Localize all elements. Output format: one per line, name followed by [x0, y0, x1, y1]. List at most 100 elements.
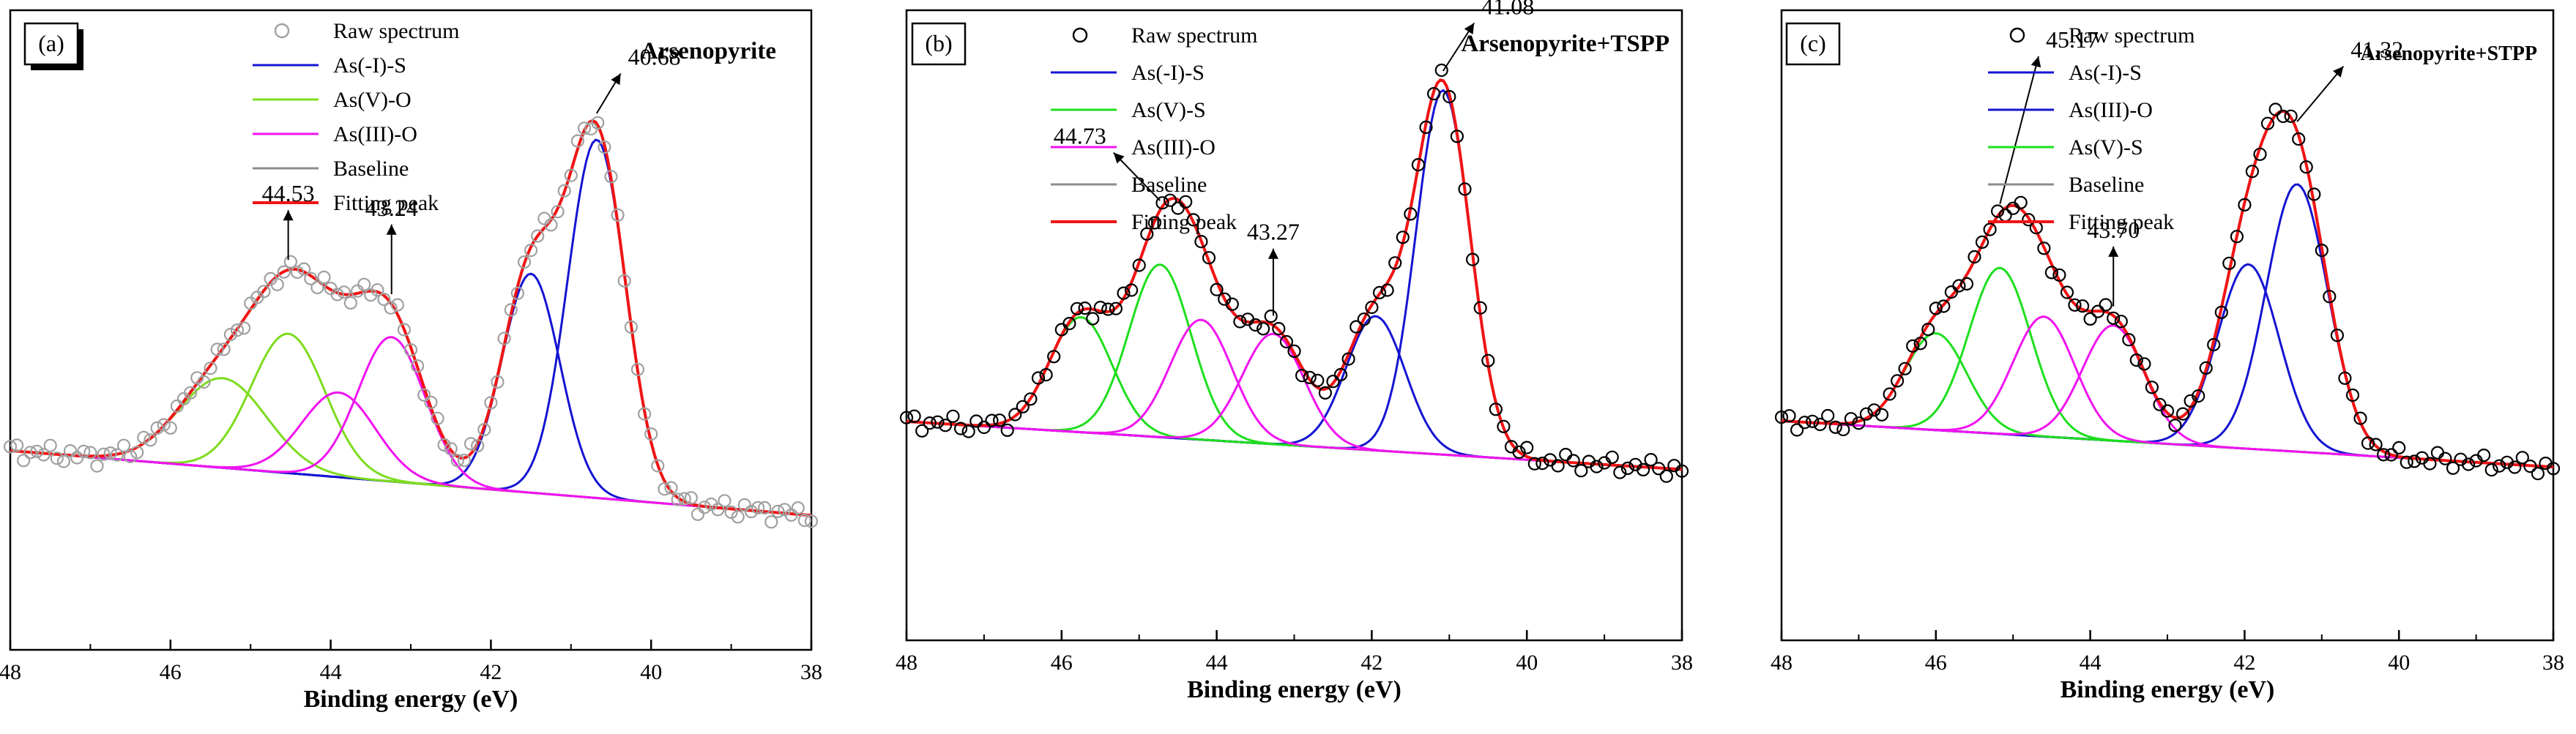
raw-spectrum-point	[2044, 266, 2058, 280]
x-tick-label: 44	[2080, 651, 2102, 675]
annotation-arrowhead	[1113, 152, 1125, 164]
raw-spectrum-point	[2323, 290, 2337, 304]
raw-spectrum-point	[223, 328, 237, 342]
raw-spectrum-point	[1101, 302, 1115, 316]
raw-spectrum-point	[2345, 388, 2360, 402]
raw-spectrum-point	[1782, 409, 1796, 423]
legend-entry-label: As(V)-O	[333, 88, 412, 112]
raw-spectrum-point	[644, 427, 658, 441]
raw-spectrum-point	[1929, 302, 1943, 315]
raw-spectrum-point	[371, 283, 384, 297]
raw-spectrum-point	[1798, 416, 1812, 430]
raw-spectrum-point	[2462, 457, 2476, 471]
raw-spectrum-point	[557, 184, 571, 198]
raw-spectrum-point	[604, 170, 618, 184]
raw-spectrum-point	[2438, 452, 2452, 465]
raw-spectrum-point	[2214, 305, 2228, 319]
raw-spectrum-point	[1295, 369, 1309, 383]
raw-spectrum-point	[103, 446, 117, 460]
raw-spectrum-point	[690, 507, 705, 521]
raw-spectrum-point	[1443, 90, 1456, 104]
raw-spectrum-point	[2129, 353, 2143, 367]
raw-spectrum-point	[2153, 397, 2167, 411]
raw-spectrum-point	[417, 388, 431, 402]
raw-spectrum-point	[961, 424, 975, 438]
raw-spectrum-point	[1372, 285, 1387, 299]
annotation-arrow-line	[1999, 56, 2039, 204]
raw-spectrum-point	[56, 454, 71, 468]
raw-spectrum-point	[1194, 235, 1208, 249]
raw-spectrum-point	[2546, 462, 2561, 476]
raw-spectrum-point	[310, 280, 324, 295]
raw-spectrum-point	[2307, 187, 2321, 201]
raw-spectrum-point	[1070, 302, 1084, 315]
raw-spectrum-point	[43, 438, 57, 452]
raw-spectrum-point	[77, 444, 91, 458]
x-tick-label: 48	[1771, 651, 1793, 675]
raw-spectrum-point	[797, 513, 812, 528]
raw-spectrum-point	[804, 514, 819, 528]
annotation-arrowhead	[2108, 246, 2119, 257]
raw-spectrum-point	[197, 375, 211, 389]
x-tick-label: 48	[0, 660, 21, 684]
panel-label-box	[23, 22, 79, 66]
raw-spectrum-point	[1388, 256, 1402, 270]
raw-spectrum-point	[664, 481, 678, 495]
raw-spectrum-point	[771, 504, 785, 519]
raw-spectrum-point	[357, 277, 371, 291]
raw-spectrum-point	[2068, 298, 2082, 312]
x-tick-label: 40	[640, 660, 662, 684]
raw-spectrum-point	[524, 244, 538, 258]
x-tick-label: 38	[800, 660, 822, 684]
raw-spectrum-point	[1473, 301, 1487, 315]
legend-entry-label: As(-I)-S	[2069, 61, 2142, 85]
raw-spectrum-point	[304, 271, 318, 285]
raw-spectrum-point	[2168, 419, 2182, 432]
raw-spectrum-point	[2083, 312, 2097, 326]
raw-spectrum-point	[1225, 297, 1239, 311]
peak-annotation-label: 43.27	[1247, 219, 1300, 245]
raw-spectrum-point	[1983, 222, 1997, 236]
raw-spectrum-point	[1000, 423, 1014, 438]
raw-spectrum-point	[1147, 216, 1162, 230]
x-tick-label: 40	[2388, 651, 2410, 675]
raw-spectrum-point	[1047, 350, 1061, 364]
raw-spectrum-point	[444, 442, 458, 456]
series-as-iii-o	[906, 318, 1683, 471]
raw-spectrum-point	[2384, 448, 2398, 462]
annotation-arrowhead	[283, 210, 294, 221]
raw-spectrum-point	[1806, 414, 1820, 428]
raw-spectrum-point	[1913, 337, 1927, 351]
raw-spectrum-point	[277, 265, 291, 279]
peak-annotation-label: 44.73	[1054, 123, 1106, 149]
raw-spectrum-point	[1380, 283, 1394, 297]
raw-spectrum-point	[70, 451, 84, 465]
raw-spectrum-point	[1093, 301, 1107, 315]
raw-spectrum-point	[2137, 357, 2151, 371]
raw-spectrum-point	[2245, 165, 2259, 179]
raw-spectrum-point	[97, 447, 111, 461]
raw-spectrum-point	[1132, 258, 1146, 272]
raw-spectrum-point	[116, 438, 131, 452]
legend-marker-raw-spectrum	[274, 23, 290, 39]
raw-spectrum-point	[230, 323, 245, 337]
raw-spectrum-point	[2052, 268, 2066, 282]
raw-spectrum-point	[2477, 448, 2491, 463]
raw-spectrum-point	[464, 437, 478, 451]
raw-spectrum-point	[1644, 452, 1658, 467]
chart-panel-a: 48 46 44 42 40 38 Binding energy (eV) (a) Arseno…	[0, 9, 822, 713]
raw-spectrum-point	[2122, 333, 2136, 347]
raw-spectrum-point	[2392, 441, 2406, 455]
raw-spectrum-point	[591, 116, 605, 130]
raw-spectrum-point	[2060, 285, 2074, 299]
raw-spectrum-point	[1898, 362, 1912, 375]
raw-spectrum-point	[751, 501, 765, 514]
raw-spectrum-point	[1155, 196, 1169, 210]
raw-spectrum-point	[1675, 464, 1689, 478]
raw-spectrum-point	[184, 386, 198, 400]
raw-spectrum-point	[1512, 445, 1526, 460]
raw-spectrum-point	[2253, 147, 2267, 161]
raw-spectrum-point	[2160, 404, 2175, 418]
raw-spectrum-point	[570, 134, 585, 148]
